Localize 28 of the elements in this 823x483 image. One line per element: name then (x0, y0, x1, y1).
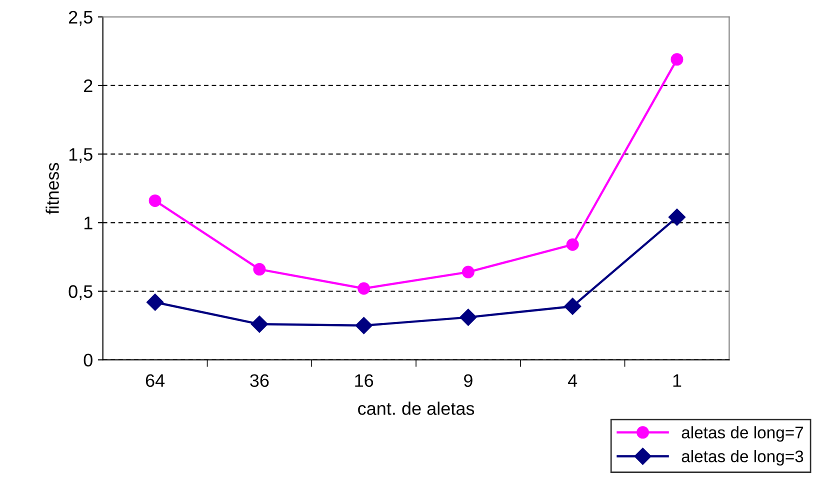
x-tick-label: 9 (464, 374, 472, 387)
x-tick-label: 36 (250, 374, 269, 387)
point (146, 294, 164, 311)
point (460, 308, 477, 326)
point (670, 53, 684, 66)
point (253, 263, 266, 276)
legend-label: aletas de long=3 (682, 450, 804, 466)
x-tick-label: 4 (568, 374, 578, 387)
point (355, 316, 372, 334)
y-tick-label: 1 (84, 216, 92, 230)
y-tick-label: 1,5 (69, 148, 92, 163)
x-tick-label: 64 (146, 374, 165, 387)
y-tick-label: 0 (84, 354, 92, 367)
x-axis-title: cant. de aletas (358, 402, 474, 415)
point (668, 208, 686, 226)
point (566, 238, 579, 251)
point (358, 282, 370, 295)
y-tick-label: 0,5 (68, 285, 92, 300)
point (564, 298, 582, 315)
point (250, 316, 268, 333)
y-tick-label: 2 (84, 79, 92, 92)
x-tick-label: 16 (355, 374, 374, 387)
legend-label: aletas de long=7 (682, 426, 804, 442)
point (148, 194, 162, 207)
point (462, 266, 474, 278)
x-tick-label: 1 (673, 374, 682, 387)
y-axis-title: fitness (46, 162, 59, 214)
y-tick-label: 2,5 (68, 10, 92, 26)
